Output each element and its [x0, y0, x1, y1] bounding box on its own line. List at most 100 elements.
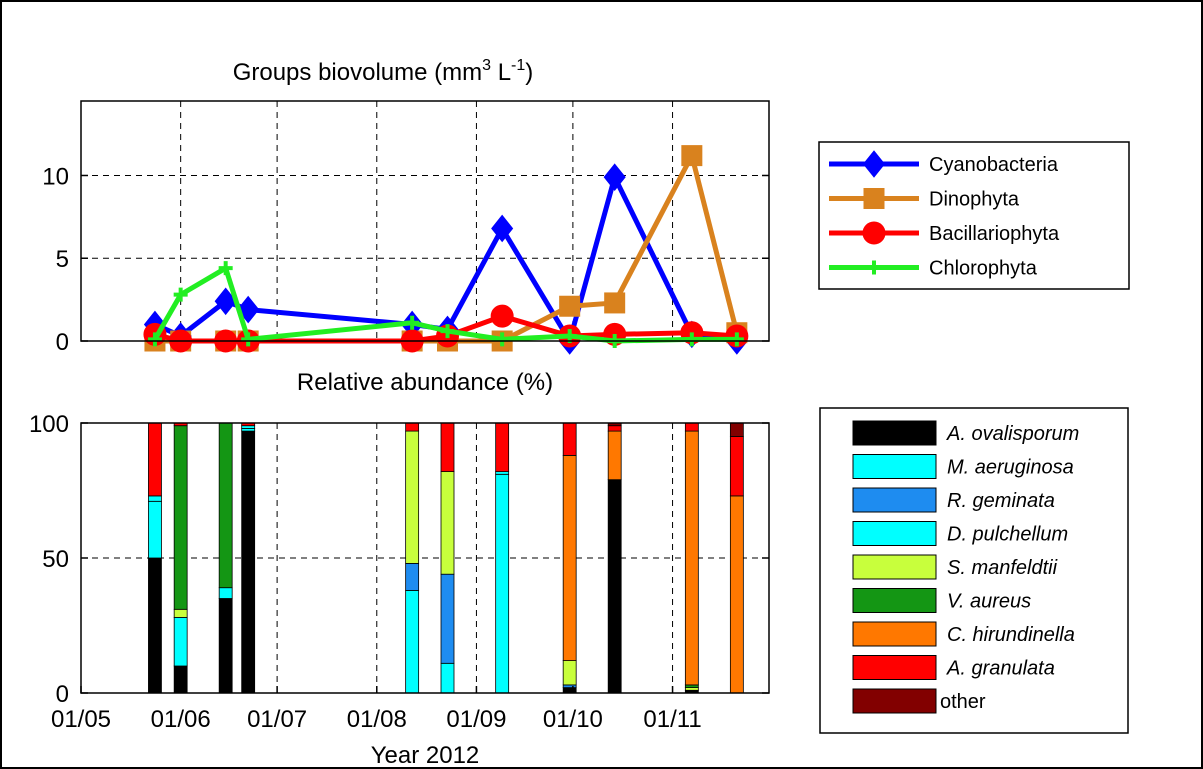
- point-chlorophyta-2: [218, 261, 233, 276]
- top-ytick-label-0: 0: [56, 329, 69, 356]
- legend-label-chlorophyta: Chlorophyta: [929, 258, 1038, 280]
- bar-stack-2012-08-23: [440, 422, 455, 694]
- bottom-xtick-label-2: 01/07: [247, 706, 307, 733]
- point-dinophyta-7: [559, 295, 581, 317]
- point-chlorophyta-9: [684, 332, 699, 347]
- top-chart-title: Groups biovolume (mm3 L-1): [233, 57, 534, 86]
- bottom-x-ticks: 01/05 01/06 01/07 01/08 01/09 01/10 01/11: [51, 686, 702, 733]
- point-chlorophyta-0: [147, 332, 162, 347]
- legend-swatch-6: [852, 621, 937, 647]
- bar-seg-2012-09-09-7: [495, 422, 510, 472]
- bottom-ytick-label-2: 100: [29, 411, 69, 438]
- title-mid: L: [491, 59, 511, 86]
- legend-label-species-7: A. granulata: [946, 658, 1055, 680]
- bar-stack-2012-06-01: [173, 422, 188, 694]
- legend-label-cyanobacteria: Cyanobacteria: [929, 154, 1059, 176]
- bar-seg-2012-09-30-4: [562, 660, 577, 686]
- bar-seg-2012-11-07-4: [684, 687, 699, 691]
- legend-swatch-8: [852, 688, 937, 714]
- top-ytick-label-1: 5: [56, 246, 69, 273]
- top-axes-box: [80, 100, 770, 342]
- bar-seg-2012-09-30-0: [562, 687, 577, 694]
- bar-seg-2012-09-09-3: [495, 471, 510, 475]
- bar-seg-2012-06-15-1: [218, 587, 233, 599]
- bar-seg-2012-05-24-3: [148, 495, 162, 502]
- legend-marker-dinophyta: [863, 188, 885, 209]
- point-dinophyta-9: [681, 145, 703, 167]
- point-bacillariophyta-6: [490, 304, 514, 328]
- bar-seg-2012-08-12-4: [405, 430, 420, 564]
- bar-seg-2012-11-07-6: [684, 430, 699, 686]
- bar-seg-2012-08-23-7: [440, 422, 455, 472]
- bar-seg-2012-06-22-0: [241, 430, 256, 694]
- bar-seg-2012-09-30-2: [562, 684, 577, 689]
- bar-seg-2012-10-14-0: [607, 479, 622, 694]
- bar-stack-2012-06-15: [218, 422, 233, 694]
- bar-seg-2012-11-07-5: [684, 684, 699, 689]
- legend-label-species-6: C. hirundinella: [947, 624, 1075, 646]
- bar-stack-2012-09-30: [562, 422, 577, 694]
- legend-marker-chlorophyta: [867, 260, 881, 275]
- legend-label-species-8: other: [940, 691, 986, 713]
- bar-seg-2012-08-12-7: [405, 422, 420, 432]
- point-chlorophyta-5: [440, 324, 455, 339]
- point-cyanobacteria-6: [491, 214, 514, 243]
- legend-swatch-2: [852, 487, 937, 513]
- bottom-xtick-label-0: 01/05: [51, 706, 111, 733]
- bar-seg-2012-11-07-7: [684, 422, 699, 432]
- title-main: Groups biovolume (mm: [233, 59, 482, 86]
- bottom-y-ticks: 0 50 100: [29, 411, 769, 708]
- bar-seg-2012-06-15-5: [218, 422, 233, 589]
- bar-seg-2012-06-01-4: [173, 608, 188, 618]
- legend-marker-bacillariophyta: [862, 221, 886, 245]
- bar-seg-2012-08-23-2: [440, 573, 455, 664]
- bar-seg-2012-06-01-5: [173, 425, 188, 610]
- point-chlorophyta-10: [729, 332, 744, 347]
- bar-seg-2012-11-21-6: [729, 495, 744, 694]
- bar-seg-2012-08-12-1: [405, 590, 420, 694]
- bar-seg-2012-05-24-1: [148, 500, 162, 559]
- legend-label-bacillariophyta: Bacillariophyta: [929, 223, 1060, 245]
- legend-swatch-3: [852, 521, 937, 546]
- bottom-ytick-label-1: 50: [42, 546, 69, 573]
- bar-seg-2012-06-15-0: [218, 598, 233, 694]
- bar-seg-2012-11-21-8: [729, 422, 744, 437]
- bar-seg-2012-08-23-4: [440, 471, 455, 575]
- bottom-ytick-label-0: 0: [56, 681, 69, 708]
- bottom-xtick-label-5: 01/10: [543, 706, 603, 733]
- legend-swatch-7: [852, 655, 937, 680]
- top-ytick-label-2: 10: [42, 163, 69, 190]
- bottom-xtick-label-1: 01/06: [151, 706, 211, 733]
- legend-swatch-1: [852, 454, 937, 479]
- bottom-xtick-label-3: 01/08: [347, 706, 407, 733]
- title-sup-1: 3: [482, 57, 491, 74]
- bar-stack-2012-06-22: [241, 422, 256, 694]
- bar-stack-2012-11-21: [729, 422, 744, 694]
- bar-stack-2012-08-12: [405, 422, 420, 694]
- bottom-xtick-label-4: 01/09: [446, 706, 506, 733]
- bottom-bars: [148, 422, 744, 694]
- point-chlorophyta-6: [495, 332, 510, 347]
- bar-stack-2012-11-07: [684, 422, 699, 694]
- legend-label-dinophyta: Dinophyta: [929, 189, 1020, 211]
- top-line-chart: 0 5 10: [42, 100, 770, 356]
- bar-stack-2012-05-24: [148, 422, 162, 694]
- point-chlorophyta-3: [241, 332, 256, 347]
- bar-seg-2012-08-12-2: [405, 563, 420, 591]
- bar-seg-2012-10-14-6: [607, 430, 622, 481]
- title-end: ): [525, 59, 533, 86]
- bar-seg-2012-11-21-7: [729, 436, 744, 497]
- legend-marker-cyanobacteria: [862, 150, 886, 178]
- bar-seg-2012-06-01-1: [173, 617, 188, 667]
- bar-seg-2012-05-24-7: [148, 422, 162, 497]
- legend-label-species-0: A. ovalisporum: [946, 423, 1079, 445]
- legend-swatch-5: [852, 588, 937, 613]
- point-cyanobacteria-8: [603, 163, 626, 191]
- legend-label-species-1: M. aeruginosa: [947, 457, 1074, 479]
- top-y-ticks: 0 5 10: [42, 163, 769, 356]
- legend-label-species-4: S. manfeldtii: [947, 557, 1058, 579]
- bar-seg-2012-09-30-6: [562, 454, 577, 661]
- bottom-chart-title: Relative abundance (%): [297, 369, 553, 396]
- bar-seg-2012-06-22-3: [241, 425, 256, 429]
- bar-seg-2012-06-22-1: [241, 427, 256, 432]
